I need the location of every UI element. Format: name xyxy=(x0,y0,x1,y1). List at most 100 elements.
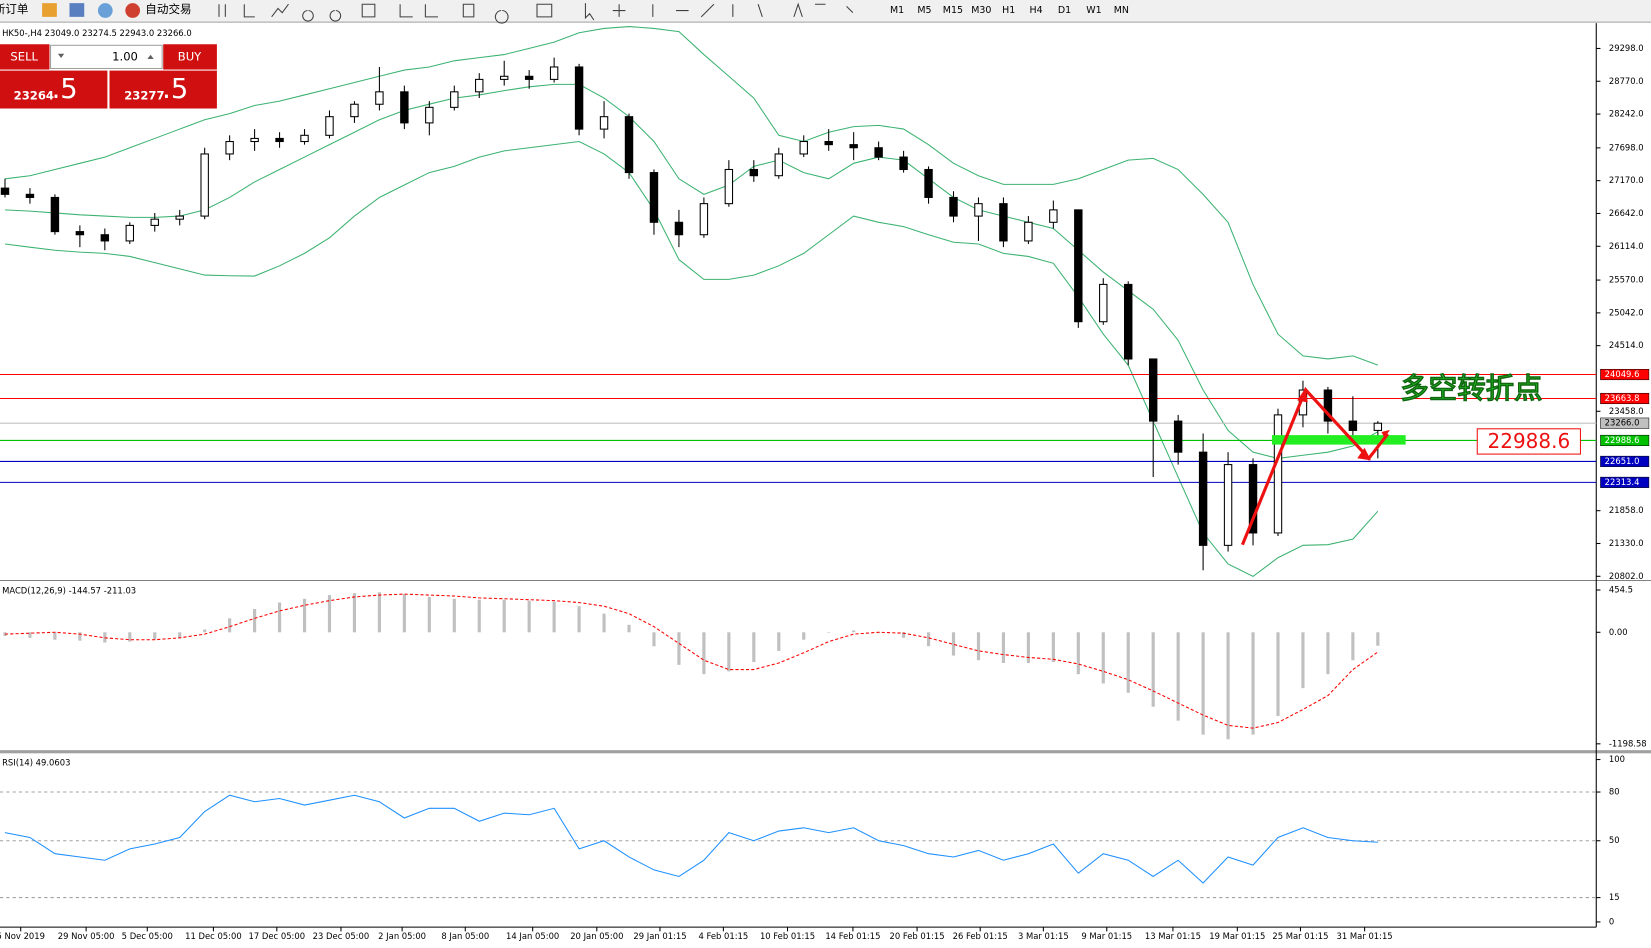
macd-bar xyxy=(377,592,381,633)
candle-body xyxy=(674,221,684,236)
candle-body xyxy=(1373,422,1383,431)
timeframe-button[interactable]: M15 xyxy=(943,5,963,16)
level-highlight xyxy=(1271,435,1406,445)
candle-body xyxy=(1074,209,1083,323)
candle-body xyxy=(524,75,534,80)
timeframe-button[interactable]: M1 xyxy=(890,5,904,16)
lot-input[interactable] xyxy=(50,44,163,70)
level-label-box xyxy=(1600,434,1650,446)
timeframe-button[interactable]: H4 xyxy=(1030,5,1043,16)
timeframe-button[interactable]: M30 xyxy=(971,5,991,16)
y-tick-label: 25570.0 xyxy=(1609,275,1644,285)
macd-title: MACD(12,26,9) -144.57 -211.03 xyxy=(2,586,136,596)
lot-up[interactable] xyxy=(147,54,154,59)
arrow-heads xyxy=(1297,387,1390,461)
price-box xyxy=(1476,428,1581,455)
candle-body xyxy=(1273,414,1283,534)
x-tick-label: 3 Mar 01:15 xyxy=(1018,931,1069,941)
buy-fraction[interactable]: .5 xyxy=(162,74,188,105)
sell-button[interactable] xyxy=(0,44,50,70)
sell-price-box[interactable] xyxy=(0,70,108,109)
icon[interactable] xyxy=(69,3,85,17)
sell-label[interactable]: SELL xyxy=(10,49,38,63)
macd-bar xyxy=(602,613,606,633)
buy-label[interactable]: BUY xyxy=(178,49,202,63)
candle-body xyxy=(624,116,634,174)
y-tick-label: 50 xyxy=(1609,835,1620,845)
macd-bar xyxy=(1226,632,1230,740)
macd-bar xyxy=(253,609,257,633)
macd-bar xyxy=(427,596,431,633)
candle-body xyxy=(1099,283,1108,323)
macd-bar xyxy=(1126,632,1130,693)
candle-body xyxy=(774,153,783,177)
candle-body xyxy=(175,215,184,220)
x-tick-label: 4 Feb 01:15 xyxy=(698,931,748,941)
x-tick-label: 9 Mar 01:15 xyxy=(1081,931,1132,941)
x-tick-label: 2 Jan 05:00 xyxy=(378,931,426,941)
buy-price-box[interactable] xyxy=(109,70,217,109)
candle-body xyxy=(924,168,933,198)
candle-body xyxy=(574,66,584,130)
macd-bar xyxy=(1351,632,1355,661)
macd-bar xyxy=(28,632,32,638)
candle-body xyxy=(1173,420,1183,453)
series-line xyxy=(4,794,1378,884)
icon[interactable] xyxy=(97,3,113,18)
buy-button[interactable] xyxy=(163,44,217,70)
sell-fraction[interactable]: .5 xyxy=(52,74,78,105)
x-tick-label: 13 Mar 01:15 xyxy=(1145,931,1201,941)
candle-body xyxy=(1248,464,1258,534)
candle-body xyxy=(275,137,284,143)
macd-bar xyxy=(577,606,581,633)
macd-bar xyxy=(677,632,681,665)
candle-body xyxy=(250,137,259,143)
candle-body xyxy=(649,172,659,223)
level-label-box xyxy=(1600,417,1650,429)
macd-bar xyxy=(1276,632,1280,717)
candle-body xyxy=(699,203,709,236)
macd-bar xyxy=(1076,632,1080,675)
sell-price[interactable]: 23264 xyxy=(14,88,54,102)
plot-layer: 29298.0 28770.0 28242.0 27698.0 27170.0 26642… xyxy=(0,26,1650,941)
macd-bar xyxy=(1326,632,1330,675)
lot-down[interactable] xyxy=(57,53,65,58)
candle-body xyxy=(724,168,734,205)
candle-body xyxy=(1323,389,1333,422)
x-tick-label: 10 Feb 01:15 xyxy=(760,931,815,941)
y-tick-label: 27170.0 xyxy=(1609,175,1644,185)
timeframe-button[interactable]: H1 xyxy=(1002,5,1015,16)
macd-bar xyxy=(802,632,806,640)
candle-body xyxy=(450,91,459,108)
y-tick-label: 29298.0 xyxy=(1609,43,1644,53)
macd-bar xyxy=(402,594,406,633)
macd-bar xyxy=(178,632,182,638)
timeframe-button[interactable]: W1 xyxy=(1086,5,1101,16)
timeframe-button[interactable]: M5 xyxy=(917,5,931,16)
x-tick-label: 14 Jan 05:00 xyxy=(506,931,559,941)
timeframe-button[interactable]: MN xyxy=(1114,5,1129,16)
candle-body xyxy=(425,106,434,124)
timeframe-button[interactable]: D1 xyxy=(1058,5,1071,16)
candle-body xyxy=(874,147,883,158)
icon[interactable] xyxy=(125,3,141,18)
icon[interactable] xyxy=(42,3,57,17)
candle-body xyxy=(974,203,983,217)
level-label: 24049.6 xyxy=(1605,369,1640,379)
lot-value[interactable]: 1.00 xyxy=(112,49,138,63)
buy-price[interactable]: 23277 xyxy=(124,88,164,102)
candle-body xyxy=(824,140,833,146)
macd-bar xyxy=(153,632,157,640)
auto-trading-button[interactable]: 自动交易 xyxy=(145,2,191,16)
series-line xyxy=(4,593,1379,729)
x-tick-label: 29 Jan 01:15 xyxy=(633,931,686,941)
macd-bar xyxy=(777,632,781,651)
new-order-button[interactable]: 新订单 xyxy=(0,2,28,16)
level-label: 22988.6 xyxy=(1605,435,1640,445)
macd-bar xyxy=(1151,632,1155,707)
price-box-label: 22988.6 xyxy=(1488,429,1571,453)
x-tick-label: 5 Dec 05:00 xyxy=(122,931,173,941)
macd-bar xyxy=(452,598,456,633)
macd-bar xyxy=(477,599,481,633)
macd-bar xyxy=(976,632,981,661)
